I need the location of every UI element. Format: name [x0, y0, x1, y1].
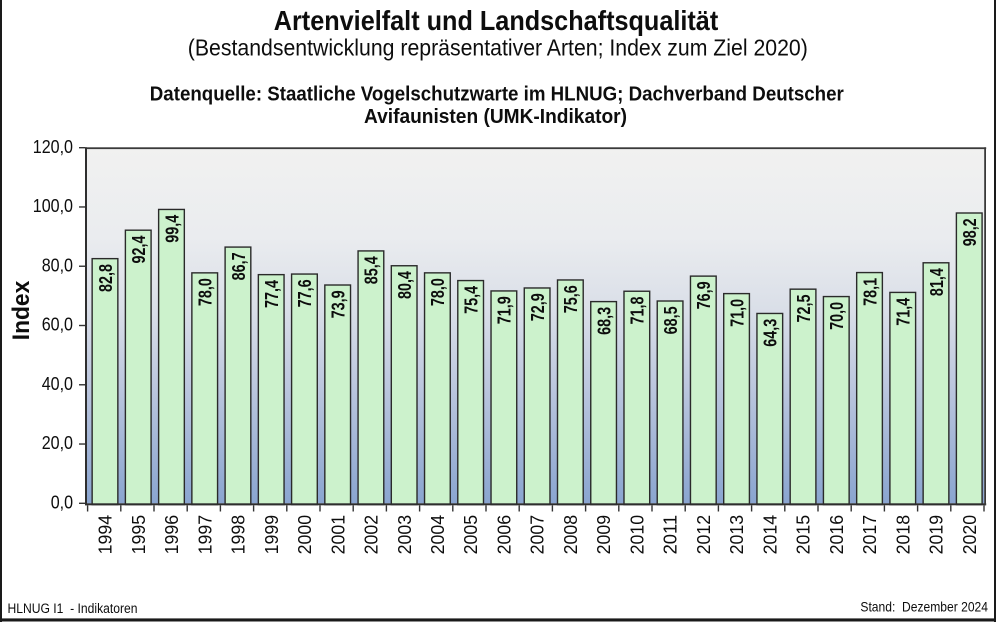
svg-text:20,0: 20,0	[42, 433, 73, 453]
svg-text:2006: 2006	[494, 515, 514, 555]
svg-text:71,8: 71,8	[628, 297, 648, 325]
svg-text:82,8: 82,8	[96, 264, 116, 292]
svg-text:75,6: 75,6	[561, 285, 581, 313]
svg-text:78,0: 78,0	[196, 278, 216, 306]
svg-text:2007: 2007	[528, 515, 548, 555]
svg-text:2010: 2010	[627, 515, 647, 555]
svg-text:2002: 2002	[362, 515, 382, 555]
svg-text:2017: 2017	[860, 515, 880, 555]
svg-text:73,9: 73,9	[328, 290, 348, 318]
svg-text:70,0: 70,0	[827, 302, 847, 330]
svg-text:64,3: 64,3	[761, 319, 781, 347]
svg-text:1998: 1998	[229, 515, 249, 555]
svg-text:100,0: 100,0	[33, 196, 73, 216]
svg-text:98,2: 98,2	[960, 218, 980, 246]
svg-text:2009: 2009	[594, 515, 614, 555]
svg-text:71,4: 71,4	[894, 298, 914, 326]
svg-text:68,3: 68,3	[594, 307, 614, 335]
svg-text:1994: 1994	[96, 515, 116, 555]
svg-text:2001: 2001	[328, 515, 348, 555]
svg-text:120,0: 120,0	[33, 137, 73, 157]
svg-text:78,1: 78,1	[860, 278, 880, 306]
svg-text:77,6: 77,6	[295, 279, 315, 307]
svg-text:76,9: 76,9	[694, 281, 714, 309]
svg-text:Index: Index	[8, 280, 35, 340]
svg-text:75,4: 75,4	[461, 286, 481, 314]
svg-text:86,7: 86,7	[229, 252, 249, 280]
svg-text:2008: 2008	[561, 515, 581, 555]
svg-text:Datenquelle: Staatliche Vogels: Datenquelle: Staatliche Vogelschutzwarte…	[150, 84, 844, 106]
svg-text:(Bestandsentwicklung repräsent: (Bestandsentwicklung repräsentativer Art…	[188, 35, 808, 61]
svg-text:77,4: 77,4	[262, 280, 282, 308]
svg-text:85,4: 85,4	[362, 256, 382, 284]
svg-text:2004: 2004	[428, 515, 448, 555]
svg-text:0,0: 0,0	[51, 493, 73, 513]
svg-text:2011: 2011	[661, 515, 681, 555]
svg-text:1997: 1997	[195, 515, 215, 555]
svg-text:80,0: 80,0	[42, 255, 73, 275]
svg-text:1996: 1996	[162, 515, 182, 555]
svg-text:60,0: 60,0	[42, 315, 73, 335]
svg-text:99,4: 99,4	[162, 215, 182, 243]
svg-text:Stand: Dezember 2024: Stand: Dezember 2024	[860, 599, 988, 614]
svg-text:2012: 2012	[694, 515, 714, 555]
svg-text:2013: 2013	[727, 515, 747, 555]
svg-text:72,5: 72,5	[794, 294, 814, 322]
svg-text:68,5: 68,5	[661, 306, 681, 334]
svg-text:Avifaunisten (UMK-Indikator): Avifaunisten (UMK-Indikator)	[364, 106, 627, 128]
svg-text:71,9: 71,9	[495, 296, 515, 324]
svg-text:2000: 2000	[295, 515, 315, 555]
svg-text:2018: 2018	[893, 515, 913, 555]
svg-text:72,9: 72,9	[528, 293, 548, 321]
svg-text:1995: 1995	[129, 515, 149, 555]
svg-text:HLNUG I1 - Indikatoren: HLNUG I1 - Indikatoren	[8, 601, 138, 616]
svg-text:2015: 2015	[794, 515, 814, 555]
svg-text:40,0: 40,0	[42, 374, 73, 394]
svg-text:2016: 2016	[827, 515, 847, 555]
svg-text:2019: 2019	[927, 515, 947, 555]
svg-text:Artenvielfalt und Landschaftsq: Artenvielfalt und Landschaftsqualität	[274, 5, 719, 36]
svg-text:2003: 2003	[395, 515, 415, 555]
svg-text:2005: 2005	[461, 515, 481, 555]
svg-text:71,0: 71,0	[727, 299, 747, 327]
svg-text:78,0: 78,0	[428, 278, 448, 306]
svg-text:80,4: 80,4	[395, 271, 415, 299]
svg-text:2020: 2020	[960, 515, 980, 555]
svg-text:1999: 1999	[262, 515, 282, 555]
svg-text:81,4: 81,4	[927, 268, 947, 296]
svg-text:92,4: 92,4	[129, 235, 149, 263]
svg-text:2014: 2014	[760, 515, 780, 555]
